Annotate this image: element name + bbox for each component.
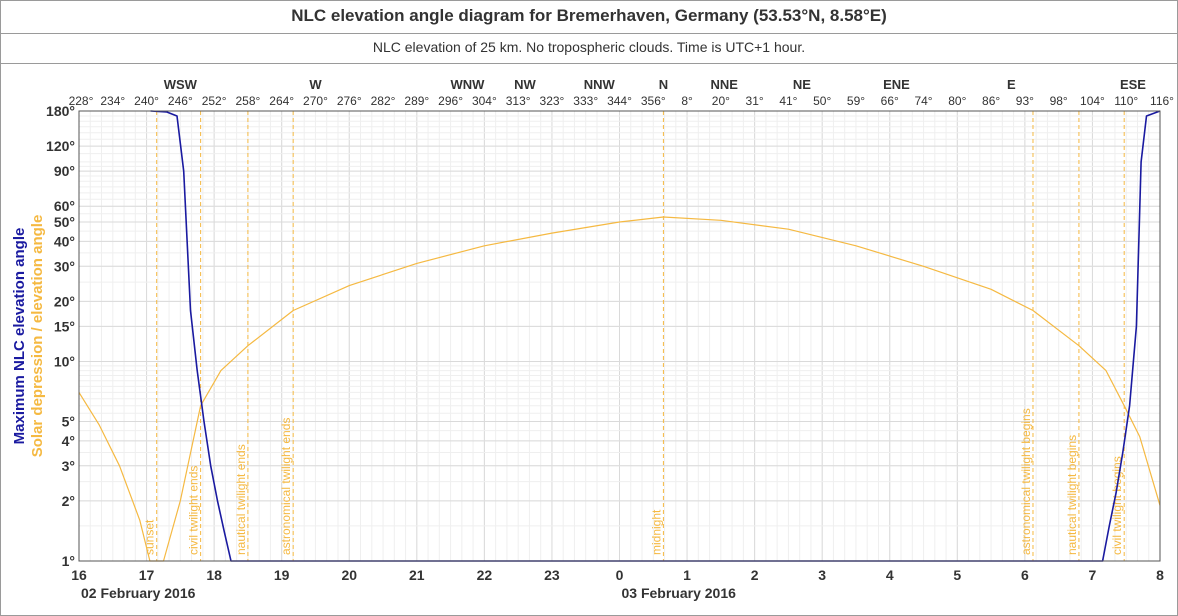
azimuth-label: 59° — [847, 94, 865, 108]
azimuth-label: 240° — [134, 94, 159, 108]
y-tick-label: 20° — [54, 293, 75, 309]
azimuth-label: 264° — [269, 94, 294, 108]
azimuth-label: 110° — [1114, 94, 1138, 108]
azimuth-label: 356° — [641, 94, 666, 108]
x-hour-label: 2 — [751, 567, 759, 583]
x-hour-label: 0 — [616, 567, 624, 583]
y-axis-title-sun: Solar depression / elevation angle — [29, 215, 46, 458]
azimuth-label: 289° — [404, 94, 429, 108]
compass-label: NNW — [584, 77, 616, 92]
compass-label: WSW — [164, 77, 198, 92]
y-axis-title-nlc: Maximum NLC elevation angle — [11, 228, 28, 445]
azimuth-label: 8° — [681, 94, 693, 108]
azimuth-label: 116° — [1150, 94, 1174, 108]
subtitle-divider — [0, 63, 1178, 64]
event-label: nautical twilight ends — [234, 444, 248, 555]
y-tick-label: 30° — [54, 258, 75, 274]
azimuth-label: 252° — [202, 94, 227, 108]
x-hour-label: 23 — [544, 567, 560, 583]
plot-border — [78, 110, 1161, 562]
x-hour-label: 18 — [206, 567, 222, 583]
x-hour-label: 7 — [1089, 567, 1097, 583]
azimuth-label: 333° — [573, 94, 598, 108]
compass-label: N — [659, 77, 668, 92]
compass-label: NNE — [710, 77, 738, 92]
y-tick-label: 40° — [54, 233, 75, 249]
azimuth-label: 228° — [69, 94, 94, 108]
azimuth-label: 258° — [235, 94, 260, 108]
azimuth-label: 74° — [914, 94, 932, 108]
title-divider — [0, 33, 1178, 34]
azimuth-label: 93° — [1016, 94, 1034, 108]
compass-label: ESE — [1120, 77, 1146, 92]
azimuth-label: 98° — [1050, 94, 1068, 108]
series-line-nlc-max-elevation — [150, 110, 1161, 562]
x-hour-label: 17 — [139, 567, 155, 583]
azimuth-label: 41° — [779, 94, 797, 108]
y-tick-label: 120° — [46, 138, 75, 154]
x-date-label: 02 February 2016 — [81, 585, 196, 601]
event-label: nautical twilight begins — [1065, 435, 1079, 555]
event-label: astronomical twilight ends — [279, 418, 293, 555]
compass-label: E — [1007, 77, 1016, 92]
x-hour-label: 21 — [409, 567, 425, 583]
azimuth-label: 80° — [948, 94, 966, 108]
x-hour-label: 22 — [477, 567, 493, 583]
y-tick-label: 10° — [54, 353, 75, 369]
azimuth-label: 313° — [506, 94, 531, 108]
x-hour-label: 20 — [341, 567, 357, 583]
x-hour-label: 1 — [683, 567, 691, 583]
azimuth-label: 344° — [607, 94, 632, 108]
compass-label: ENE — [883, 77, 910, 92]
x-hour-label: 16 — [71, 567, 87, 583]
azimuth-label: 50° — [813, 94, 831, 108]
event-label: midnight — [649, 509, 663, 555]
azimuth-label: 276° — [337, 94, 362, 108]
compass-label: WNW — [451, 77, 486, 92]
azimuth-label: 66° — [881, 94, 899, 108]
azimuth-label: 104° — [1080, 94, 1105, 108]
compass-label: NW — [514, 77, 536, 92]
y-tick-label: 5° — [62, 414, 75, 430]
y-tick-label: 60° — [54, 198, 75, 214]
y-tick-label: 4° — [62, 433, 75, 449]
y-tick-label: 15° — [54, 318, 75, 334]
y-tick-label: 180° — [46, 103, 75, 119]
azimuth-label: 282° — [371, 94, 396, 108]
y-tick-label: 2° — [62, 493, 75, 509]
x-date-label: 03 February 2016 — [622, 585, 737, 601]
y-tick-label: 90° — [54, 163, 75, 179]
azimuth-label: 20° — [712, 94, 730, 108]
azimuth-label: 86° — [982, 94, 1000, 108]
azimuth-label: 246° — [168, 94, 193, 108]
event-label: sunset — [143, 519, 157, 555]
event-label: civil twilight begins — [1110, 456, 1124, 555]
azimuth-label: 270° — [303, 94, 328, 108]
chart-title: NLC elevation angle diagram for Bremerha… — [291, 6, 887, 25]
compass-label: NE — [793, 77, 811, 92]
azimuth-label: 323° — [540, 94, 565, 108]
event-label: civil twilight ends — [187, 466, 201, 555]
y-tick-label: 50° — [54, 214, 75, 230]
azimuth-label: 304° — [472, 94, 497, 108]
x-hour-label: 19 — [274, 567, 290, 583]
azimuth-label: 31° — [746, 94, 764, 108]
azimuth-label: 296° — [438, 94, 463, 108]
x-hour-label: 5 — [953, 567, 961, 583]
x-hour-label: 8 — [1156, 567, 1164, 583]
x-hour-label: 4 — [886, 567, 894, 583]
x-hour-label: 6 — [1021, 567, 1029, 583]
x-hour-label: 3 — [818, 567, 826, 583]
azimuth-label: 234° — [100, 94, 125, 108]
y-tick-label: 3° — [62, 458, 75, 474]
chart-subtitle: NLC elevation of 25 km. No tropospheric … — [372, 39, 806, 55]
y-tick-label: 1° — [62, 553, 75, 569]
event-label: astronomical twilight begins — [1019, 408, 1033, 555]
compass-label: W — [309, 77, 322, 92]
